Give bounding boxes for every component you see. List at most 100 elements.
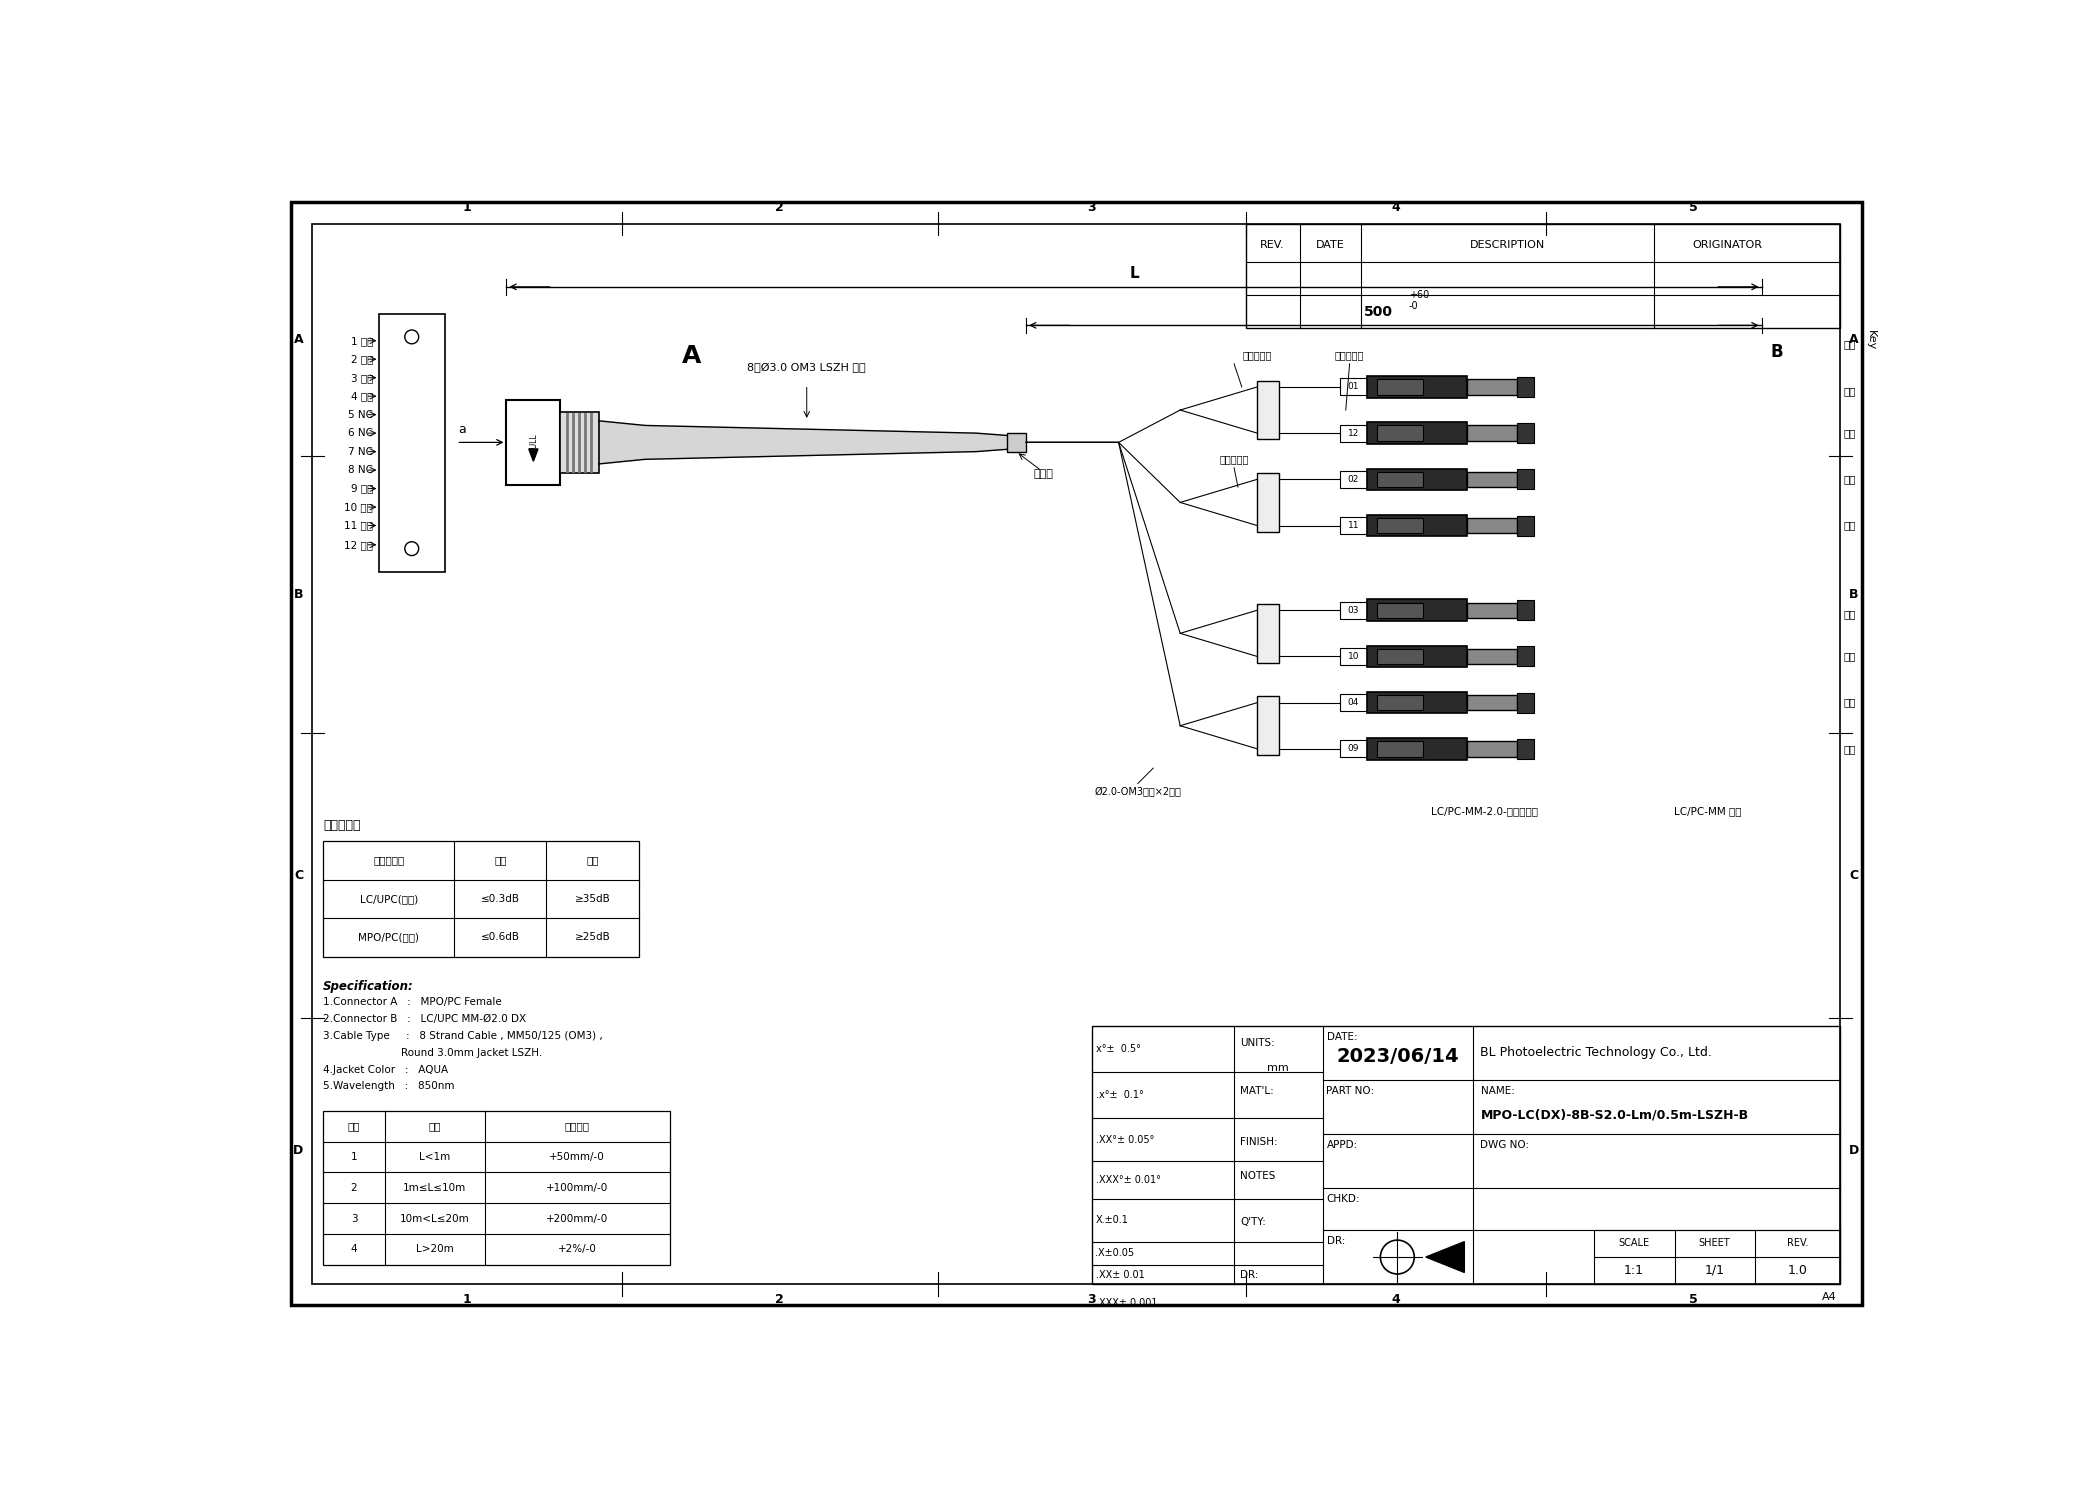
- Text: 蓝色: 蓝色: [1844, 386, 1856, 395]
- Text: B: B: [1850, 588, 1858, 601]
- Text: 5: 5: [1688, 201, 1697, 215]
- Text: ORIGINATOR: ORIGINATOR: [1693, 240, 1762, 251]
- Text: 12: 12: [1348, 428, 1359, 437]
- Text: 3: 3: [1088, 1294, 1096, 1306]
- Text: 长度: 长度: [428, 1120, 441, 1131]
- Bar: [1378, 379, 1424, 395]
- Text: 04: 04: [1348, 698, 1359, 707]
- Text: DR:: DR:: [1241, 1270, 1258, 1280]
- Text: 1 蓝色: 1 蓝色: [351, 336, 374, 346]
- Text: 序号: 序号: [349, 1120, 361, 1131]
- Text: ≤0.3dB: ≤0.3dB: [481, 894, 521, 904]
- Text: SCALE: SCALE: [1619, 1238, 1649, 1249]
- Bar: [1518, 470, 1535, 489]
- Polygon shape: [529, 449, 538, 461]
- Text: 2: 2: [775, 201, 783, 215]
- Bar: [323, 1110, 670, 1265]
- Text: 09: 09: [1348, 745, 1359, 753]
- Text: .XX°± 0.05°: .XX°± 0.05°: [1096, 1135, 1153, 1144]
- Text: 2023/06/14: 2023/06/14: [1336, 1047, 1459, 1067]
- Text: A4: A4: [1821, 1292, 1835, 1301]
- Bar: [380, 313, 445, 571]
- Bar: [1378, 518, 1424, 533]
- Text: 1:1: 1:1: [1623, 1264, 1644, 1277]
- Text: 紫色: 紫色: [1844, 652, 1856, 661]
- Text: LC/PC-MM-2.0-双芯连接头: LC/PC-MM-2.0-双芯连接头: [1430, 807, 1537, 816]
- Text: PULL: PULL: [529, 433, 538, 452]
- Text: 黑色热缩管: 黑色热缩管: [1243, 351, 1273, 360]
- Bar: [1468, 649, 1518, 664]
- Text: ≤0.6dB: ≤0.6dB: [481, 932, 521, 943]
- Text: PART NO:: PART NO:: [1327, 1086, 1376, 1097]
- Text: 7 NC: 7 NC: [349, 446, 374, 457]
- Text: 回损: 回损: [586, 855, 598, 865]
- Text: DATE: DATE: [1317, 240, 1344, 251]
- Text: Ø2.0-OM3单芯×2空管: Ø2.0-OM3单芯×2空管: [1094, 788, 1182, 797]
- Text: 黑色热缩管: 黑色热缩管: [1336, 351, 1365, 360]
- Text: a: a: [458, 424, 466, 436]
- Bar: [1468, 518, 1518, 533]
- Text: BL Photoelectric Technology Co., Ltd.: BL Photoelectric Technology Co., Ltd.: [1480, 1046, 1712, 1059]
- Text: MPO-LC(DX)-8B-S2.0-Lm/0.5m-LSZH-B: MPO-LC(DX)-8B-S2.0-Lm/0.5m-LSZH-B: [1480, 1109, 1749, 1120]
- Text: SHEET: SHEET: [1699, 1238, 1730, 1249]
- Bar: [1367, 739, 1468, 759]
- Text: 颜色: 颜色: [1844, 340, 1856, 349]
- Text: 粉红: 粉红: [1844, 521, 1856, 531]
- Text: 10m<L≤20m: 10m<L≤20m: [399, 1213, 470, 1223]
- Bar: [1468, 471, 1518, 486]
- Bar: [1378, 742, 1424, 756]
- Text: 4: 4: [1392, 1294, 1401, 1306]
- Text: 2: 2: [775, 1294, 783, 1306]
- Text: 03: 03: [1348, 606, 1359, 615]
- Text: 9 灰色: 9 灰色: [351, 483, 374, 494]
- Text: 分支器: 分支器: [1033, 468, 1054, 479]
- Bar: [1468, 742, 1518, 756]
- Bar: [323, 841, 638, 956]
- Text: L: L: [1130, 266, 1138, 280]
- Bar: [1340, 694, 1367, 712]
- Bar: [1340, 379, 1367, 395]
- Text: 4: 4: [351, 1244, 357, 1255]
- Text: 4 棕色: 4 棕色: [351, 391, 374, 401]
- Text: 1/1: 1/1: [1705, 1264, 1724, 1277]
- Bar: [1378, 695, 1424, 710]
- Text: 插损: 插损: [494, 855, 506, 865]
- Bar: [1378, 425, 1424, 440]
- Text: 3: 3: [1088, 201, 1096, 215]
- Bar: [1468, 695, 1518, 710]
- Text: 连接头类型: 连接头类型: [374, 855, 405, 865]
- Text: .XX± 0.01: .XX± 0.01: [1096, 1270, 1144, 1280]
- Bar: [1340, 740, 1367, 758]
- Text: 参数要求：: 参数要求：: [323, 819, 361, 833]
- Text: mm: mm: [1266, 1064, 1289, 1073]
- Bar: [1340, 648, 1367, 665]
- Text: 3: 3: [351, 1213, 357, 1223]
- Text: +2%/-0: +2%/-0: [559, 1244, 596, 1255]
- Text: 8芯Ø3.0 OM3 LSZH 光缆: 8芯Ø3.0 OM3 LSZH 光缆: [748, 363, 865, 373]
- Text: ≥25dB: ≥25dB: [575, 932, 611, 943]
- Bar: [1594, 1229, 1840, 1285]
- Text: 2: 2: [351, 1183, 357, 1192]
- Text: 4: 4: [1392, 201, 1401, 215]
- Text: UNITS:: UNITS:: [1241, 1037, 1275, 1047]
- Bar: [1245, 224, 1840, 328]
- Text: 5: 5: [1688, 1294, 1697, 1306]
- Text: 01: 01: [1348, 382, 1359, 391]
- Text: 4.Jacket Color   :   AQUA: 4.Jacket Color : AQUA: [323, 1064, 447, 1074]
- Text: REV.: REV.: [1260, 240, 1285, 251]
- Bar: [1258, 380, 1279, 439]
- Text: LC/PC-MM 插芯: LC/PC-MM 插芯: [1674, 807, 1741, 816]
- Text: MAT'L:: MAT'L:: [1241, 1086, 1275, 1097]
- Text: 1.0: 1.0: [1787, 1264, 1808, 1277]
- Text: +100mm/-0: +100mm/-0: [546, 1183, 609, 1192]
- Text: Q'TY:: Q'TY:: [1241, 1217, 1266, 1228]
- Text: A: A: [294, 334, 302, 346]
- Text: FINISH:: FINISH:: [1241, 1137, 1279, 1146]
- Bar: [1367, 600, 1468, 621]
- Text: 5 NC: 5 NC: [349, 410, 374, 419]
- Bar: [1008, 433, 1027, 452]
- Text: DR:: DR:: [1327, 1237, 1344, 1246]
- Text: Specification:: Specification:: [323, 980, 414, 992]
- Text: 长度公差: 长度公差: [565, 1120, 590, 1131]
- Bar: [1367, 692, 1468, 713]
